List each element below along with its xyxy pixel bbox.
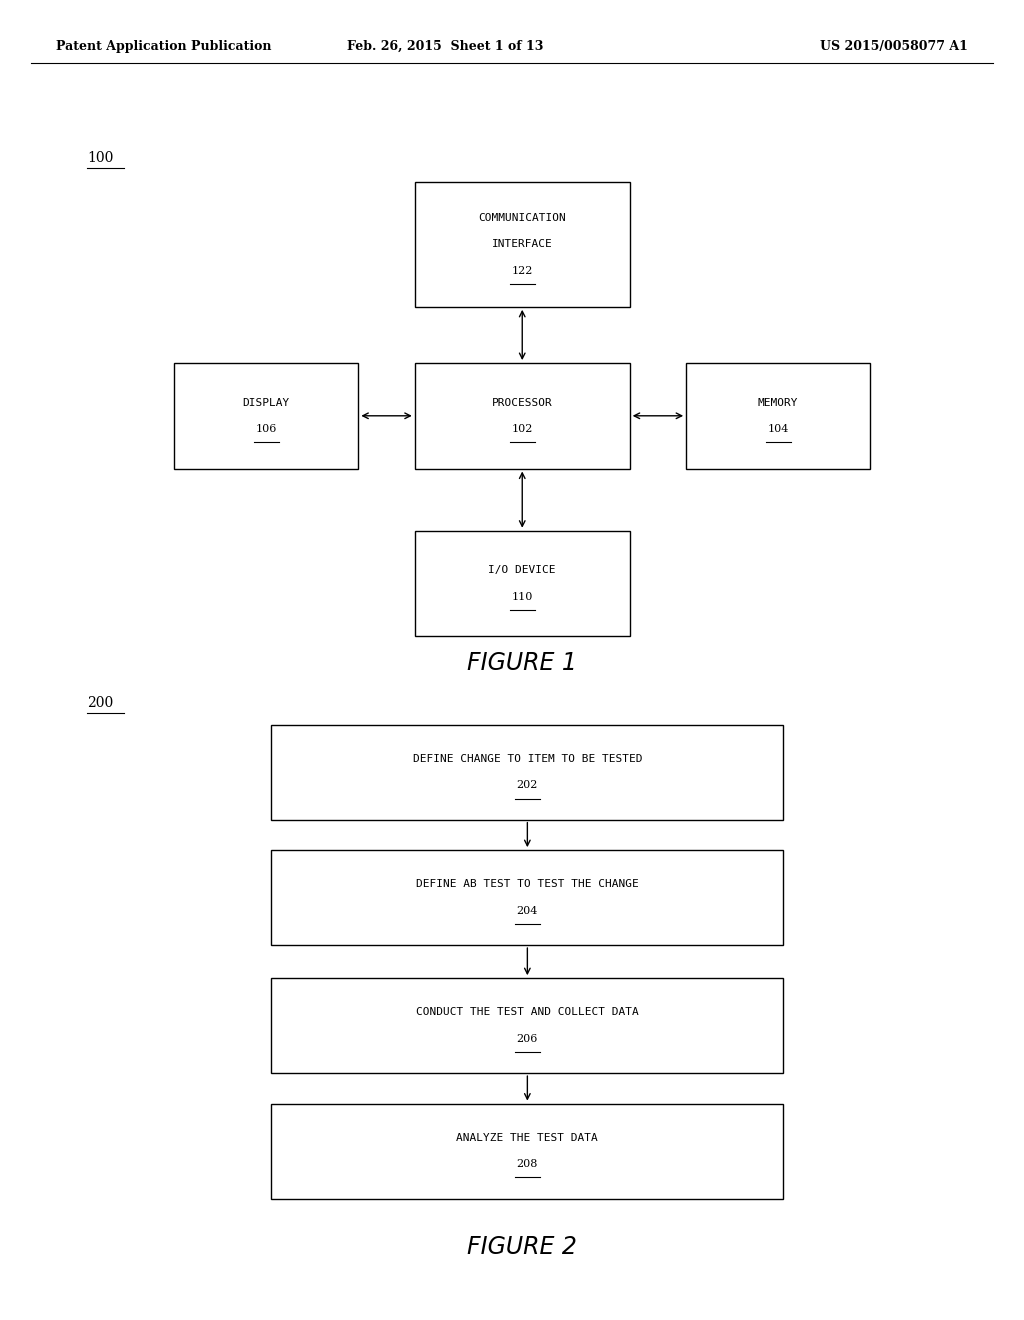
Bar [415, 363, 630, 469]
Text: 200: 200 [87, 696, 114, 710]
Text: I/O DEVICE: I/O DEVICE [488, 565, 556, 576]
Text: 122: 122 [512, 265, 532, 276]
Bar [271, 725, 783, 820]
Text: DEFINE CHANGE TO ITEM TO BE TESTED: DEFINE CHANGE TO ITEM TO BE TESTED [413, 754, 642, 764]
Text: DEFINE AB TEST TO TEST THE CHANGE: DEFINE AB TEST TO TEST THE CHANGE [416, 879, 639, 890]
Bar [415, 182, 630, 308]
Text: 102: 102 [512, 424, 532, 434]
Text: FIGURE 1: FIGURE 1 [467, 651, 578, 675]
Text: 100: 100 [87, 150, 114, 165]
Text: 104: 104 [768, 424, 788, 434]
Text: 206: 206 [517, 1034, 538, 1044]
Text: DISPLAY: DISPLAY [243, 397, 290, 408]
Text: ANALYZE THE TEST DATA: ANALYZE THE TEST DATA [457, 1133, 598, 1143]
Text: INTERFACE: INTERFACE [492, 239, 553, 249]
Text: 202: 202 [517, 780, 538, 791]
Text: COMMUNICATION: COMMUNICATION [478, 213, 566, 223]
Text: Feb. 26, 2015  Sheet 1 of 13: Feb. 26, 2015 Sheet 1 of 13 [347, 40, 544, 53]
Text: 204: 204 [517, 906, 538, 916]
Text: MEMORY: MEMORY [758, 397, 799, 408]
Text: 110: 110 [512, 591, 532, 602]
Text: FIGURE 2: FIGURE 2 [467, 1236, 578, 1259]
Text: 106: 106 [256, 424, 276, 434]
Bar [271, 850, 783, 945]
Bar [271, 978, 783, 1073]
Text: 208: 208 [517, 1159, 538, 1170]
Text: PROCESSOR: PROCESSOR [492, 397, 553, 408]
Text: Patent Application Publication: Patent Application Publication [56, 40, 271, 53]
Bar [686, 363, 870, 469]
Bar [271, 1104, 783, 1199]
Text: CONDUCT THE TEST AND COLLECT DATA: CONDUCT THE TEST AND COLLECT DATA [416, 1007, 639, 1018]
Bar [415, 531, 630, 636]
Bar [174, 363, 358, 469]
Text: US 2015/0058077 A1: US 2015/0058077 A1 [820, 40, 968, 53]
